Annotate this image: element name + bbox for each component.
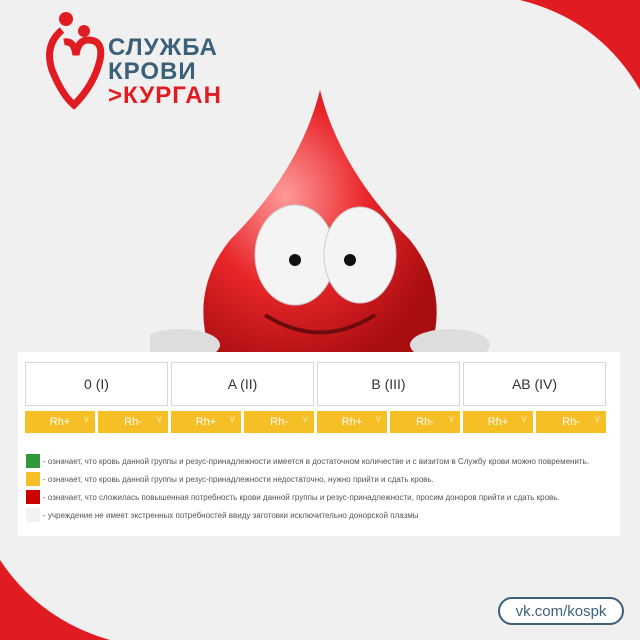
legend-text: - означает, что сложилась повышенная пот… <box>43 492 560 502</box>
legend-swatch <box>26 472 40 486</box>
legend-item: - означает, что кровь данной группы и ре… <box>26 470 589 488</box>
rh-label: Rh+ <box>49 416 71 428</box>
chevron-down-icon: ∨ <box>82 414 90 425</box>
chevron-down-icon: ∨ <box>155 414 163 425</box>
rh-label: Rh- <box>562 416 580 428</box>
legend-swatch <box>26 490 40 504</box>
logo-heart-icon <box>46 12 105 110</box>
rh-label: Rh- <box>416 416 434 428</box>
legend-swatch <box>26 454 40 468</box>
rh-dropdown[interactable]: Rh- ∨ <box>390 411 460 433</box>
rh-dropdown[interactable]: Rh- ∨ <box>244 411 314 433</box>
rh-dropdown[interactable]: Rh- ∨ <box>536 411 606 433</box>
group-a: A (II) <box>171 362 314 406</box>
rh-label: Rh- <box>270 416 288 428</box>
group-b: B (III) <box>317 362 460 406</box>
chevron-down-icon: ∨ <box>374 414 382 425</box>
legend-text: - учреждение не имеет экстренных потребн… <box>43 510 419 520</box>
logo-line3: >КУРГАН <box>108 82 222 109</box>
chevron-down-icon: ∨ <box>447 414 455 425</box>
logo-line2: КРОВИ <box>108 58 197 85</box>
chevron-down-icon: ∨ <box>520 414 528 425</box>
rh-dropdown[interactable]: Rh+ ∨ <box>463 411 533 433</box>
chevron-down-icon: ∨ <box>593 414 601 425</box>
logo-line1: СЛУЖБА <box>108 34 218 61</box>
rh-label: Rh- <box>124 416 142 428</box>
blood-group-headers: 0 (I) A (II) B (III) AB (IV) <box>25 362 606 406</box>
group-0: 0 (I) <box>25 362 168 406</box>
rh-label: Rh+ <box>341 416 363 428</box>
legend-text: - означает, что кровь данной группы и ре… <box>43 456 589 466</box>
rh-row: Rh+ ∨ Rh- ∨ Rh+ ∨ Rh- ∨ Rh+ ∨ Rh- ∨ Rh+ ∨ Rh- ∨ <box>25 411 606 433</box>
rh-dropdown[interactable]: Rh+ ∨ <box>171 411 241 433</box>
legend-swatch <box>26 508 40 522</box>
logo-text: СЛУЖБА КРОВИ >КУРГАН <box>108 36 222 108</box>
chevron-down-icon: ∨ <box>301 414 309 425</box>
rh-label: Rh+ <box>195 416 217 428</box>
rh-label: Rh+ <box>487 416 509 428</box>
chevron-down-icon: ∨ <box>228 414 236 425</box>
rh-dropdown[interactable]: Rh+ ∨ <box>317 411 387 433</box>
blood-drop-mascot <box>150 90 490 360</box>
group-ab: AB (IV) <box>463 362 606 406</box>
vk-link[interactable]: vk.com/kospk <box>498 597 624 625</box>
legend-item: - означает, что сложилась повышенная пот… <box>26 488 589 506</box>
legend: - означает, что кровь данной группы и ре… <box>26 452 589 524</box>
rh-dropdown[interactable]: Rh+ ∨ <box>25 411 95 433</box>
legend-item: - означает, что кровь данной группы и ре… <box>26 452 589 470</box>
legend-item: - учреждение не имеет экстренных потребн… <box>26 506 589 524</box>
legend-text: - означает, что кровь данной группы и ре… <box>43 474 434 484</box>
rh-dropdown[interactable]: Rh- ∨ <box>98 411 168 433</box>
